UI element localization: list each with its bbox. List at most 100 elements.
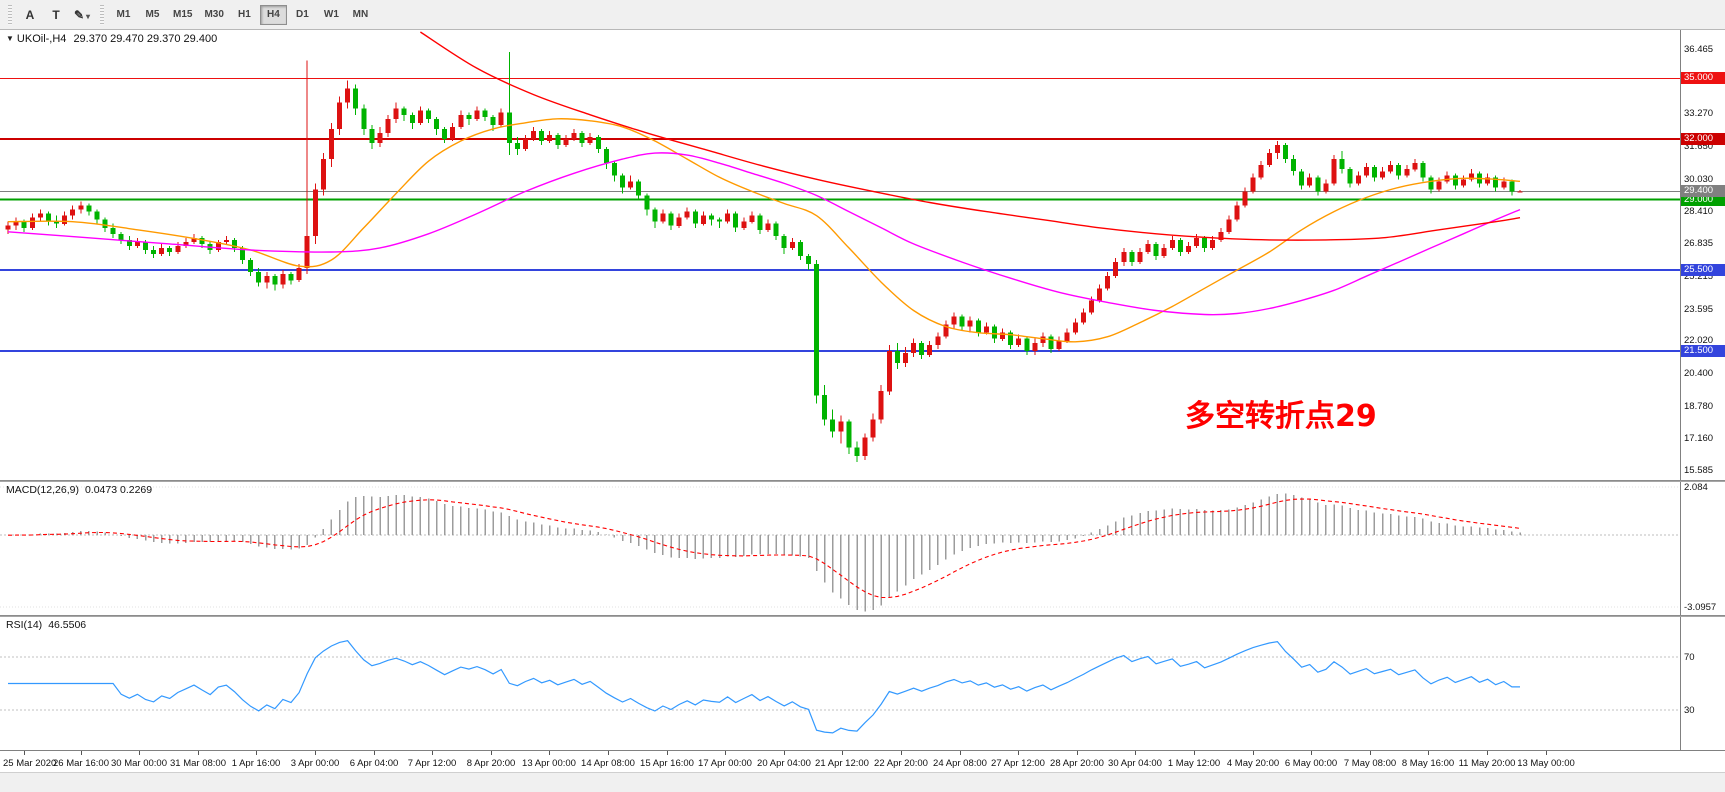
time-axis-label: 3 Apr 00:00 [290, 758, 340, 769]
chart-title: ▼ UKOil-,H4 29.370 29.470 29.370 29.400 [6, 33, 217, 45]
time-axis-label: 13 May 00:00 [1517, 758, 1575, 769]
timeframe-w1-button[interactable]: W1 [318, 5, 345, 25]
time-axis-label: 6 Apr 04:00 [349, 758, 399, 769]
time-axis-label: 26 Mar 16:00 [53, 758, 109, 769]
price-badge-21.500: 21.500 [1681, 345, 1725, 357]
time-tick [198, 751, 199, 755]
time-tick [608, 751, 609, 755]
macd-axis[interactable]: 2.084 -3.0957 [1680, 482, 1725, 615]
price-axis-label: 26.835 [1684, 238, 1714, 249]
macd-chart[interactable] [0, 482, 1680, 620]
macd-levels [0, 486, 1680, 612]
time-tick [374, 751, 375, 755]
time-axis-label: 1 May 12:00 [1167, 758, 1221, 769]
price-axis-label: 17.160 [1684, 433, 1714, 444]
symbol-marker-icon: ▼ [6, 34, 14, 43]
rsi-axis-label: 30 [1684, 705, 1695, 716]
time-axis[interactable]: 25 Mar 2020 26 Mar 16:00 30 Mar 00:00 31 Ma… [0, 750, 1725, 772]
ma-fast-orange[interactable] [7, 118, 1521, 343]
ma-mid-magenta[interactable] [7, 152, 1521, 316]
price-axis-label: 28.410 [1684, 206, 1714, 217]
time-tick [1253, 751, 1254, 755]
cursor-tool-button[interactable]: A [18, 4, 42, 26]
chevron-down-icon: ▾ [86, 11, 91, 21]
time-axis-label: 31 Mar 08:00 [170, 758, 226, 769]
candlestick-chart[interactable]: 多空转折点29 [0, 30, 1680, 485]
macd-panel[interactable]: MACD(12,26,9) 0.0473 0.2269 2.084 -3.0957 [0, 482, 1725, 615]
timeframe-mn-button[interactable]: MN [347, 5, 374, 25]
time-axis-label: 15 Apr 16:00 [640, 758, 694, 769]
time-tick [1487, 751, 1488, 755]
time-tick [81, 751, 82, 755]
rsi-panel[interactable]: RSI(14) 46.5506 70 30 [0, 617, 1725, 750]
time-axis-label: 8 Apr 20:00 [466, 758, 516, 769]
time-tick [549, 751, 550, 755]
text-tool-button[interactable]: T [44, 4, 68, 26]
price-axis-label: 25.215 [1684, 271, 1714, 282]
time-tick [842, 751, 843, 755]
price-axis[interactable]: 36.465 33.270 31.650 30.030 28.410 26.835 25.2… [1680, 30, 1725, 480]
timeframe-m15-button[interactable]: M15 [168, 5, 197, 25]
annotation-text[interactable]: 多空转折点29 [1185, 399, 1377, 434]
time-axis-label: 14 Apr 08:00 [581, 758, 635, 769]
price-axis-label: 31.650 [1684, 141, 1714, 152]
time-tick [1077, 751, 1078, 755]
time-tick [1311, 751, 1312, 755]
macd-histogram [15, 493, 1521, 612]
draw-tool-button[interactable]: ✎ ▾ [70, 4, 94, 26]
time-axis-label: 17 Apr 00:00 [698, 758, 752, 769]
price-badge-35.000: 35.000 [1681, 72, 1725, 84]
time-axis-label: 24 Apr 08:00 [933, 758, 987, 769]
time-axis-label: 11 May 20:00 [1458, 758, 1516, 769]
toolbar-grip[interactable] [100, 4, 104, 25]
rsi-levels [0, 656, 1680, 711]
rsi-chart[interactable] [0, 617, 1680, 755]
timeframe-h1-button[interactable]: H1 [231, 5, 258, 25]
timeframe-d1-button[interactable]: D1 [289, 5, 316, 25]
timeframe-h4-button[interactable]: H4 [259, 4, 287, 25]
price-badge-32.000: 32.000 [1681, 133, 1725, 145]
macd-signal-line [7, 498, 1521, 599]
rsi-value: 46.5506 [48, 619, 87, 631]
macd-axis-label: 2.084 [1684, 482, 1708, 493]
time-tick [1194, 751, 1195, 755]
macd-label: MACD(12,26,9) 0.0473 0.2269 [6, 484, 153, 496]
timeframe-m5-button[interactable]: M5 [139, 5, 166, 25]
panel-separator[interactable] [0, 480, 1725, 482]
time-tick [960, 751, 961, 755]
symbol-timeframe-label: UKOil-,H4 [16, 33, 67, 45]
rsi-label: RSI(14) 46.5506 [6, 619, 87, 631]
rsi-axis[interactable]: 70 30 [1680, 617, 1725, 750]
macd-axis-label: -3.0957 [1684, 602, 1717, 613]
price-axis-label: 20.400 [1684, 368, 1714, 379]
timeframe-m1-button[interactable]: M1 [110, 5, 137, 25]
time-tick [725, 751, 726, 755]
ohlc-values: 29.370 29.470 29.370 29.400 [73, 33, 218, 45]
time-axis-label: 7 Apr 12:00 [407, 758, 457, 769]
toolbar: A T ✎ ▾ M1 M5 M15 M30 H1 H4 D1 W1 MN [0, 0, 1725, 30]
time-tick [1135, 751, 1136, 755]
ma-slow-red[interactable] [420, 31, 1521, 241]
time-tick [901, 751, 902, 755]
time-tick [256, 751, 257, 755]
time-tick [1018, 751, 1019, 755]
time-tick [1370, 751, 1371, 755]
horizontal-levels[interactable] [0, 77, 1680, 352]
time-axis-label: 7 May 08:00 [1343, 758, 1397, 769]
timeframe-m30-button[interactable]: M30 [199, 5, 228, 25]
time-tick [432, 751, 433, 755]
time-tick [24, 751, 25, 755]
time-tick [667, 751, 668, 755]
main-chart-panel[interactable]: 多空转折点29 ▼ UKOil-,H4 29.370 29.470 29.370 2… [0, 30, 1725, 480]
time-axis-label: 30 Mar 00:00 [111, 758, 167, 769]
panel-separator[interactable] [0, 615, 1725, 617]
price-axis-label: 15.585 [1684, 465, 1714, 476]
candles [5, 52, 1523, 463]
window-bottom [0, 772, 1725, 792]
price-axis-label: 36.465 [1684, 44, 1714, 55]
time-axis-label: 13 Apr 00:00 [522, 758, 576, 769]
toolbar-grip[interactable] [8, 4, 12, 25]
price-axis-label: 22.020 [1684, 335, 1714, 346]
price-badge-25.500: 25.500 [1681, 264, 1725, 276]
